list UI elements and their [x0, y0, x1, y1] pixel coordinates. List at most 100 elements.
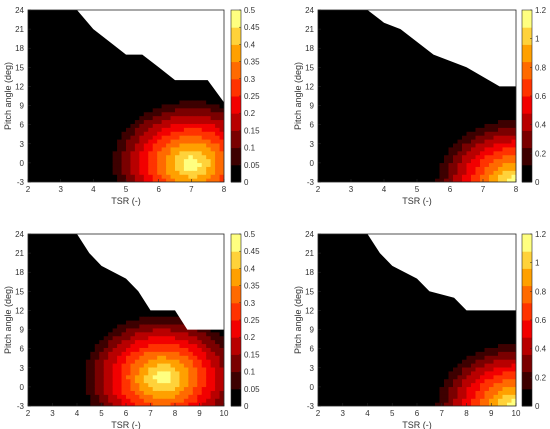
contour-cell	[399, 174, 405, 179]
contour-cell	[183, 119, 189, 124]
contour-cell	[112, 347, 118, 352]
contour-cell	[331, 60, 337, 66]
contour-cell	[493, 107, 499, 113]
contour-cell	[175, 158, 181, 164]
contour-cell	[376, 49, 382, 54]
contour-cell	[197, 115, 203, 121]
contour-cell	[143, 103, 149, 109]
contour-cell	[439, 103, 445, 109]
contour-cell	[507, 127, 513, 132]
contour-cell	[376, 92, 382, 97]
contour-cell	[457, 178, 463, 182]
contour-cell	[322, 131, 328, 136]
x-tick-label: 7	[481, 185, 486, 194]
contour-cell	[385, 49, 391, 54]
contour-cell	[36, 343, 42, 348]
contour-cell	[148, 127, 154, 132]
contour-cell	[457, 111, 463, 117]
contour-cell	[85, 382, 91, 388]
contour-cell	[403, 49, 409, 54]
contour-cell	[417, 64, 423, 70]
contour-cell	[59, 127, 65, 132]
contour-cell	[322, 96, 328, 101]
contour-cell	[345, 60, 351, 66]
contour-cell	[63, 269, 69, 274]
contour-cell	[117, 378, 123, 384]
contour-cell	[403, 150, 409, 156]
contour-cell	[511, 135, 516, 140]
contour-cell	[99, 127, 105, 132]
contour-cell	[45, 300, 51, 305]
contour-cell	[72, 245, 78, 251]
contour-cell	[430, 158, 436, 164]
contour-cell	[336, 41, 342, 46]
contour-cell	[103, 123, 109, 128]
contour-cell	[54, 178, 60, 182]
contour-cell	[390, 92, 396, 97]
contour-cell	[201, 99, 207, 105]
contour-cell	[394, 103, 400, 109]
contour-cell	[426, 154, 432, 160]
contour-cell	[367, 17, 373, 23]
contour-cell	[28, 80, 34, 85]
contour-cell	[394, 33, 400, 38]
contour-cell	[354, 37, 360, 42]
contour-cell	[372, 68, 378, 74]
contour-cell	[59, 284, 65, 290]
contour-cell	[161, 154, 167, 160]
contour-cell	[340, 135, 346, 140]
contour-cell	[358, 33, 364, 38]
contour-cell	[90, 359, 96, 364]
contour-cell	[192, 119, 198, 124]
contour-cell	[90, 154, 96, 160]
contour-cell	[201, 103, 207, 109]
contour-cell	[354, 146, 360, 152]
contour-cell	[394, 88, 400, 93]
contour-cell	[28, 146, 34, 152]
contour-cell	[179, 142, 185, 148]
contour-cell	[183, 123, 189, 128]
contour-cell	[94, 37, 100, 42]
contour-cell	[462, 154, 468, 160]
contour-cell	[72, 382, 78, 388]
contour-cell	[390, 64, 396, 70]
contour-cell	[45, 80, 51, 85]
contour-cell	[126, 99, 132, 105]
contour-cell	[435, 154, 441, 160]
contour-cell	[179, 158, 185, 164]
contour-cell	[161, 166, 167, 171]
contour-cell	[157, 158, 163, 164]
contour-cell	[175, 135, 181, 140]
contour-cell	[41, 103, 47, 109]
contour-cell	[45, 96, 51, 101]
contour-cell	[81, 386, 87, 391]
contour-cell	[170, 92, 176, 97]
contour-cell	[81, 269, 87, 274]
contour-cell	[94, 304, 100, 309]
contour-cell	[36, 402, 42, 406]
contour-cell	[112, 139, 118, 144]
contour-cell	[457, 80, 463, 85]
contour-cell	[63, 123, 69, 128]
contour-cell	[358, 76, 364, 81]
contour-cell	[77, 343, 83, 348]
contour-cell	[50, 386, 56, 391]
contour-cell	[28, 277, 34, 282]
contour-cell	[466, 131, 472, 136]
contour-cell	[219, 107, 224, 113]
contour-cell	[54, 374, 60, 380]
contour-cell	[117, 92, 123, 97]
contour-cell	[90, 273, 96, 278]
contour-cell	[399, 33, 405, 38]
contour-cell	[417, 178, 423, 182]
contour-cell	[94, 68, 100, 74]
contour-cell	[72, 64, 78, 70]
contour-cell	[54, 390, 60, 395]
contour-cell	[448, 103, 454, 109]
contour-cell	[81, 80, 87, 85]
contour-cell	[192, 150, 198, 156]
contour-cell	[417, 119, 423, 124]
contour-cell	[489, 119, 495, 124]
contour-cell	[403, 111, 409, 117]
contour-cell	[81, 142, 87, 148]
